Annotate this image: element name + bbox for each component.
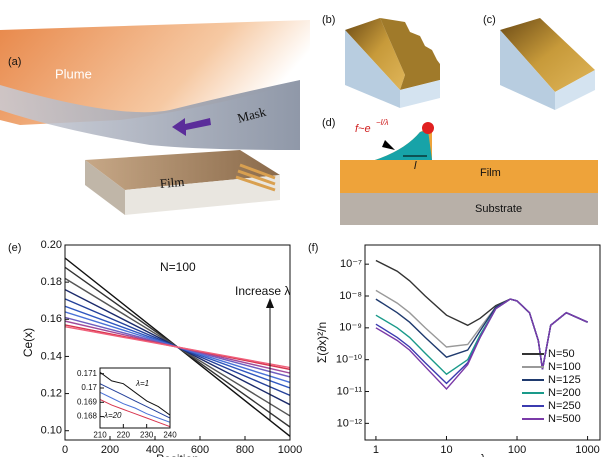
x-tick-label: 100 <box>508 444 526 456</box>
adatom <box>422 122 434 134</box>
formula-exponent: −l/λ <box>376 118 389 127</box>
figure: (a) Plume Mask Film (b) (c) (d) f~e −l/λ… <box>0 0 609 457</box>
y-tick-label: 0.14 <box>41 350 62 362</box>
panel-c: (c) <box>483 14 595 110</box>
annotation: Increase λ <box>235 284 290 298</box>
legend-label: N=125 <box>548 374 581 386</box>
y-tick-label: 10⁻¹² <box>337 417 363 429</box>
y-tick-label: 10⁻⁹ <box>339 322 362 334</box>
legend-label: N=500 <box>548 413 581 425</box>
film <box>340 160 598 193</box>
x-tick-label: 10 <box>440 444 452 456</box>
x-tick-label: 200 <box>101 444 119 456</box>
series-line <box>65 327 290 368</box>
y-tick-label: 0.12 <box>41 387 62 399</box>
panel-a: (a) Plume Mask Film <box>0 20 310 215</box>
y-tick-label: 0.168 <box>77 412 98 421</box>
x-tick-label: 0 <box>62 444 68 456</box>
legend-label: N=200 <box>548 387 581 399</box>
y-tick-label: 10⁻⁷ <box>340 258 362 270</box>
x-tick-label: 220 <box>117 430 131 439</box>
label: Plume <box>55 66 92 81</box>
x-tick-label: 1000 <box>278 444 302 456</box>
plot-frame <box>65 245 290 440</box>
x-tick-label: 230 <box>140 430 154 439</box>
y-tick-label: 0.10 <box>41 425 62 437</box>
panel-label: (a) <box>8 56 21 68</box>
y-tick-label: 0.18 <box>41 276 62 288</box>
formula: f~e <box>355 123 371 135</box>
legend-label: N=50 <box>548 348 575 360</box>
y-axis-label: Σ(∂x)²/n <box>315 322 329 363</box>
arrow-head <box>266 298 274 308</box>
x-tick-label: 800 <box>236 444 254 456</box>
annotation: N=100 <box>160 260 196 274</box>
x-axis-label: λ <box>479 452 486 457</box>
annotation: λ=1 <box>135 379 149 388</box>
x-tick-label: 1 <box>373 444 379 456</box>
panel-label: (f) <box>308 242 318 254</box>
y-tick-label: 0.169 <box>77 397 98 406</box>
panel-d: (d) f~e −l/λ l Film Substrate <box>322 117 598 225</box>
x-tick-label: 1000 <box>575 444 599 456</box>
label: Film <box>480 167 501 179</box>
y-tick-label: 0.20 <box>41 239 62 251</box>
panel-label: (e) <box>8 242 21 254</box>
panel-label: (d) <box>322 117 335 129</box>
y-tick-label: 10⁻¹⁰ <box>336 354 363 366</box>
panel-b: (b) <box>322 14 440 108</box>
annotation: λ=20 <box>103 411 122 420</box>
legend-label: N=100 <box>548 361 581 373</box>
y-axis-label: Ce(x) <box>21 328 35 357</box>
y-tick-label: 0.17 <box>81 383 97 392</box>
label: Film <box>159 174 185 191</box>
x-tick-label: 240 <box>163 430 177 439</box>
legend-label: N=250 <box>548 400 581 412</box>
y-tick-label: 0.16 <box>41 313 62 325</box>
panel-label: (b) <box>322 14 335 26</box>
y-tick-label: 10⁻⁸ <box>339 290 362 302</box>
arrow <box>382 140 395 150</box>
panel-label: (c) <box>483 14 496 26</box>
x-tick-label: 210 <box>93 430 107 439</box>
y-tick-label: 10⁻¹¹ <box>337 385 363 397</box>
substrate <box>340 193 598 225</box>
x-axis-label: Position <box>156 452 199 457</box>
y-tick-label: 0.171 <box>77 369 98 378</box>
label: Substrate <box>475 203 522 215</box>
